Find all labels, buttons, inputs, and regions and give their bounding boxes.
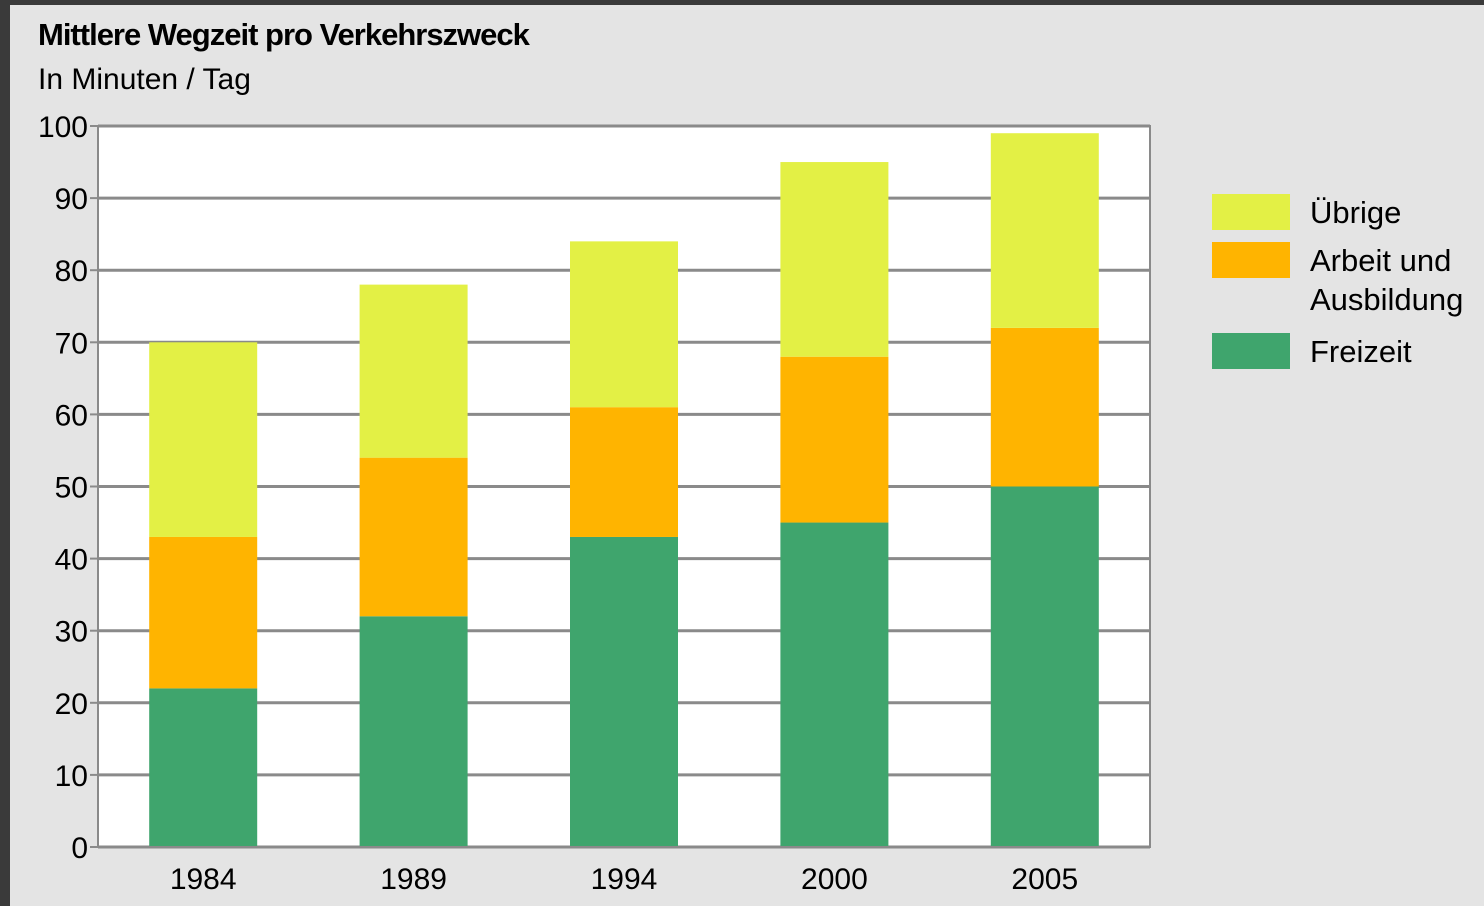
legend: Übrige Arbeit und Ausbildung Freizeit bbox=[1212, 194, 1463, 369]
y-tick-label: 40 bbox=[55, 544, 88, 577]
legend-label: Ausbildung bbox=[1310, 282, 1463, 317]
bar-1994--brige bbox=[570, 241, 678, 408]
legend-label: Freizeit bbox=[1310, 334, 1412, 369]
x-tick-label: 1984 bbox=[170, 863, 237, 896]
y-tick-label: 100 bbox=[38, 111, 88, 144]
x-tick-label: 1989 bbox=[380, 863, 447, 896]
x-tick-label: 1994 bbox=[591, 863, 658, 896]
chart-subtitle: In Minuten / Tag bbox=[38, 63, 251, 96]
bar-1994-freizeit bbox=[570, 536, 678, 847]
y-tick-label: 50 bbox=[55, 472, 88, 505]
bar-2005-arbeit-und-ausbildung bbox=[990, 327, 1099, 487]
x-tick-label: 2000 bbox=[801, 863, 868, 896]
bar-1984-freizeit bbox=[149, 688, 258, 847]
y-tick-label: 20 bbox=[55, 688, 88, 721]
bar-1989-arbeit-und-ausbildung bbox=[359, 457, 468, 617]
axes: 0 10 20 30 40 50 60 70 80 90 100 1984 1989 1994 2000 20… bbox=[38, 111, 1151, 896]
y-tick-label: 80 bbox=[55, 255, 88, 288]
y-tick-label: 90 bbox=[55, 183, 88, 216]
y-tick-label: 70 bbox=[55, 327, 88, 360]
bar-1984-arbeit-und-ausbildung bbox=[149, 536, 258, 689]
bar-1994-arbeit-und-ausbildung bbox=[570, 407, 678, 537]
legend-swatch bbox=[1212, 242, 1290, 278]
bar-1989-freizeit bbox=[359, 616, 468, 847]
bar-2000-arbeit-und-ausbildung bbox=[780, 356, 889, 523]
bars bbox=[149, 133, 1099, 847]
bar-1984--brige bbox=[149, 342, 258, 537]
y-tick-label: 30 bbox=[55, 616, 88, 649]
bar-1989--brige bbox=[359, 284, 468, 458]
y-tick-label: 0 bbox=[71, 832, 88, 865]
bar-2005--brige bbox=[990, 133, 1099, 328]
legend-swatch bbox=[1212, 333, 1290, 369]
chart-title: Mittlere Wegzeit pro Verkehrszweck bbox=[38, 17, 530, 52]
bar-2000--brige bbox=[780, 162, 889, 357]
y-tick-label: 10 bbox=[55, 760, 88, 793]
bar-2000-freizeit bbox=[780, 522, 889, 847]
legend-label: Arbeit und bbox=[1310, 243, 1451, 278]
y-tick-label: 60 bbox=[55, 399, 88, 432]
plot-border bbox=[97, 125, 1151, 848]
legend-label: Übrige bbox=[1310, 195, 1401, 230]
legend-swatch bbox=[1212, 194, 1290, 230]
bar-2005-freizeit bbox=[990, 486, 1099, 847]
x-tick-label: 2005 bbox=[1011, 863, 1078, 896]
